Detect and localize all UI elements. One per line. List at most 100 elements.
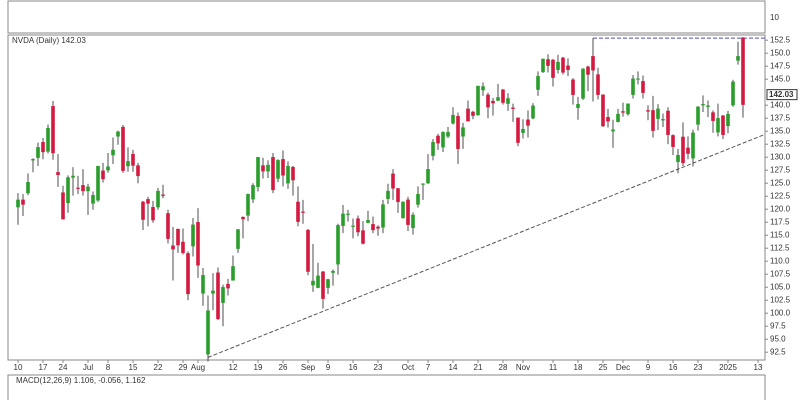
candle-body — [326, 279, 330, 288]
candle-body — [731, 81, 735, 106]
candle-body — [251, 185, 255, 200]
candle-body — [301, 211, 305, 213]
y-tick-label: 125.0 — [770, 178, 791, 187]
candle-body — [366, 219, 370, 223]
upper-panel — [7, 0, 766, 34]
candle-body — [671, 135, 675, 147]
candle-body — [636, 78, 640, 80]
candle-body — [516, 117, 520, 143]
candle-body — [86, 186, 90, 192]
candle-body — [406, 199, 410, 225]
candle-body — [601, 94, 605, 127]
candle-body — [356, 218, 360, 233]
candle-body — [361, 230, 365, 244]
candle-body — [431, 141, 435, 156]
candle-body — [181, 241, 185, 254]
y-tick-label: 130.0 — [770, 152, 791, 161]
candle-body — [266, 164, 270, 172]
x-tick-label: 7 — [426, 363, 431, 372]
candle-body — [66, 177, 70, 204]
candle-body — [256, 157, 260, 187]
candle-body — [341, 213, 345, 226]
candle-body — [271, 157, 275, 191]
x-tick-label: 14 — [449, 363, 458, 372]
y-tick-label: 95.0 — [770, 334, 786, 343]
candle-body — [581, 68, 585, 99]
candle-body — [561, 57, 565, 73]
y-tick-label: 97.5 — [770, 321, 786, 330]
candle-body — [446, 132, 450, 137]
candle-body — [276, 160, 280, 179]
candle-body — [131, 153, 135, 166]
candle-body — [201, 275, 205, 294]
candle-body — [81, 185, 85, 192]
x-tick-label: 8 — [106, 363, 111, 372]
candle-body — [231, 266, 235, 281]
candle-body — [336, 225, 340, 265]
candle-body — [261, 165, 265, 172]
x-tick-label: 23 — [694, 363, 703, 372]
candle-body — [346, 213, 350, 215]
upper-tick-label: 10 — [770, 13, 779, 22]
candle-body — [681, 136, 685, 164]
y-tick-label: 117.5 — [770, 217, 790, 226]
candle-body — [716, 118, 720, 133]
candle-body — [191, 224, 195, 247]
candle-body — [461, 127, 465, 137]
candle-body — [481, 86, 485, 91]
candle-body — [576, 104, 580, 108]
candle-body — [166, 213, 170, 239]
candle-body — [186, 253, 190, 295]
macd-label: MACD(12,26,9) 1.106, -0.056, 1.162 — [16, 376, 146, 385]
candle-body — [501, 89, 505, 103]
candle-body — [101, 170, 105, 180]
candle-body — [626, 103, 630, 115]
x-tick-label: 19 — [254, 363, 263, 372]
x-tick-label: 26 — [279, 363, 288, 372]
candle-body — [421, 183, 425, 185]
candle-body — [476, 85, 480, 116]
y-tick-label: 140.0 — [770, 100, 791, 109]
x-tick-label: 24 — [59, 363, 68, 372]
candle-body — [331, 270, 335, 273]
candle-body — [111, 149, 115, 156]
y-tick-label: 122.5 — [770, 191, 791, 200]
candle-body — [16, 199, 20, 208]
candle-body — [541, 58, 545, 73]
y-tick-label: 137.5 — [770, 113, 791, 122]
candle-body — [661, 119, 665, 121]
x-tick-label: 13 — [754, 363, 763, 372]
candle-body — [666, 110, 670, 135]
candle-body — [136, 165, 140, 177]
x-tick-label: 16 — [669, 363, 678, 372]
candle-body — [41, 141, 45, 153]
last-price-label: 142.03 — [769, 90, 794, 99]
candle-body — [56, 172, 60, 176]
candle-body — [76, 187, 80, 189]
candle-body — [726, 113, 730, 127]
candle-body — [91, 195, 95, 204]
x-tick-label: 21 — [474, 363, 483, 372]
candle-body — [51, 106, 55, 154]
candle-body — [146, 199, 150, 204]
candle-body — [631, 78, 635, 95]
y-tick-label: 147.5 — [770, 61, 791, 70]
x-tick-label: 15 — [129, 363, 138, 372]
candle-body — [646, 110, 650, 112]
candle-body — [161, 194, 165, 196]
x-tick-label: Aug — [191, 363, 205, 372]
x-tick-label: 17 — [39, 363, 48, 372]
candle-body — [711, 112, 715, 121]
candle-body — [291, 166, 295, 181]
candle-body — [416, 193, 420, 205]
candle-body — [216, 272, 220, 320]
x-tick-label: 9 — [326, 363, 331, 372]
y-tick-label: 127.5 — [770, 165, 791, 174]
chart-title: NVDA (Daily) 142.03 — [12, 36, 86, 45]
candle-body — [141, 201, 145, 220]
candle-body — [451, 114, 455, 124]
y-tick-label: 132.5 — [770, 139, 791, 148]
candle-body — [566, 65, 570, 70]
candle-body — [126, 161, 130, 167]
candle-body — [401, 201, 405, 219]
